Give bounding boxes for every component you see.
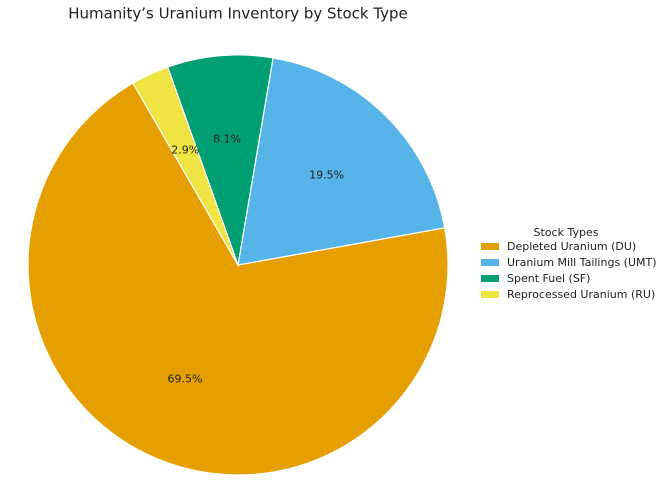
slice-label: 19.5% bbox=[309, 168, 344, 181]
legend-swatch bbox=[481, 259, 499, 266]
pie-slice bbox=[27, 82, 449, 476]
slice-label: 8.1% bbox=[213, 132, 241, 145]
pie-slice bbox=[132, 66, 239, 266]
pie-slice bbox=[166, 54, 274, 268]
legend-label: Spent Fuel (SF) bbox=[507, 272, 590, 285]
legend-title: Stock Types bbox=[534, 226, 599, 239]
legend-label: Uranium Mill Tailings (UMT) bbox=[507, 256, 657, 269]
slice-label: 69.5% bbox=[167, 372, 202, 385]
legend-label: Reprocessed Uranium (RU) bbox=[507, 288, 655, 301]
chart-title: Humanity’s Uranium Inventory by Stock Ty… bbox=[68, 5, 408, 23]
legend-swatch bbox=[481, 243, 499, 250]
slice-label: 2.9% bbox=[171, 144, 199, 157]
legend-label: Depleted Uranium (DU) bbox=[507, 240, 636, 253]
legend-swatch bbox=[481, 291, 499, 298]
legend-swatch bbox=[481, 275, 499, 282]
pie-slice bbox=[237, 57, 446, 266]
